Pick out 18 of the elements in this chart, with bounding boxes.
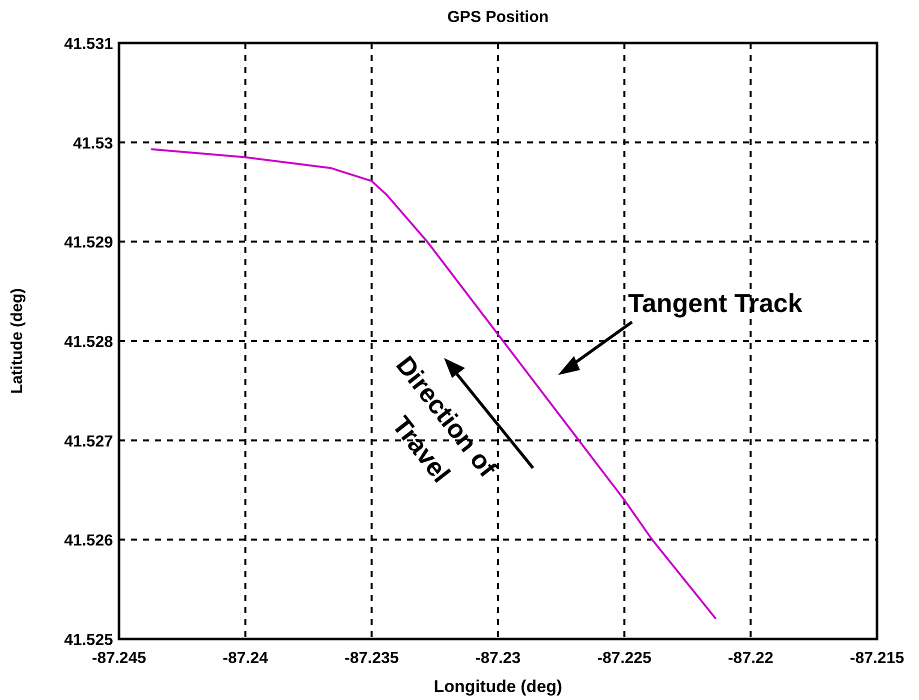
y-tick-label: 41.529: [64, 234, 114, 252]
x-tick-label: -87.235: [344, 650, 399, 667]
y-tick-label: 41.531: [64, 36, 114, 53]
annotation: Tangent Track: [628, 288, 803, 318]
x-tick-label: -87.24: [222, 650, 268, 667]
x-tick-label: -87.22: [728, 650, 774, 667]
x-axis-title: Longitude (deg): [434, 677, 562, 696]
y-tick-label: 41.525: [64, 632, 114, 649]
x-tick-label: -87.215: [850, 650, 904, 667]
x-tick-label: -87.245: [92, 650, 146, 667]
y-axis-title: Latitude (deg): [9, 288, 26, 394]
y-tick-label: 41.53: [72, 135, 114, 152]
x-tick-label: -87.225: [597, 650, 652, 667]
chart-title: GPS Position: [447, 9, 549, 26]
y-tick-label: 41.527: [64, 433, 114, 450]
y-tick-label: 41.528: [64, 334, 114, 351]
y-tick-label: 41.526: [64, 532, 114, 550]
x-tick-label: -87.23: [475, 650, 521, 667]
